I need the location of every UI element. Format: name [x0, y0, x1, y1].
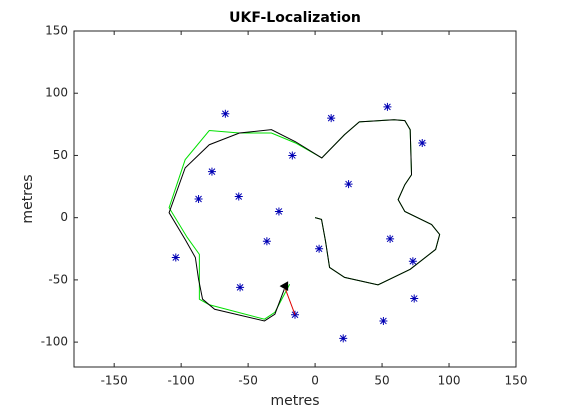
path-line — [283, 285, 296, 315]
landmark — [221, 109, 230, 118]
path-line — [168, 119, 441, 322]
x-tick-label: 50 — [374, 374, 389, 388]
x-tick-label: 0 — [311, 374, 319, 388]
landmark — [207, 167, 216, 176]
landmark — [262, 237, 271, 246]
landmark — [274, 207, 283, 216]
x-tick-label: 100 — [438, 374, 461, 388]
y-tick-label: 50 — [53, 148, 68, 162]
landmark — [410, 294, 419, 303]
x-tick-label: -150 — [101, 374, 128, 388]
y-tick-label: 150 — [45, 24, 68, 38]
landmark — [194, 195, 203, 203]
x-tick-label: 150 — [505, 374, 528, 388]
y-tick-label: 0 — [60, 210, 68, 224]
y-tick-label: -50 — [48, 272, 68, 286]
landmark — [234, 192, 243, 201]
robot — [279, 281, 289, 291]
x-tick-label: -50 — [238, 374, 258, 388]
y-tick-label: -100 — [41, 335, 68, 349]
landmark — [171, 253, 180, 262]
landmark — [315, 244, 324, 253]
landmark — [339, 334, 348, 343]
chart-title: UKF-Localization — [229, 10, 361, 26]
y-tick-label: 100 — [45, 86, 68, 100]
axes-box — [73, 30, 517, 368]
landmark — [383, 102, 392, 111]
y-axis-label: metres — [20, 174, 36, 223]
landmark — [379, 316, 388, 325]
landmark — [386, 234, 395, 243]
x-tick-label: -100 — [168, 374, 195, 388]
landmark — [408, 257, 417, 266]
landmark — [327, 114, 336, 123]
landmark — [418, 139, 427, 147]
landmark — [288, 151, 297, 160]
landmark — [236, 283, 245, 292]
x-axis-label: metres — [270, 393, 319, 409]
landmark — [344, 180, 353, 189]
